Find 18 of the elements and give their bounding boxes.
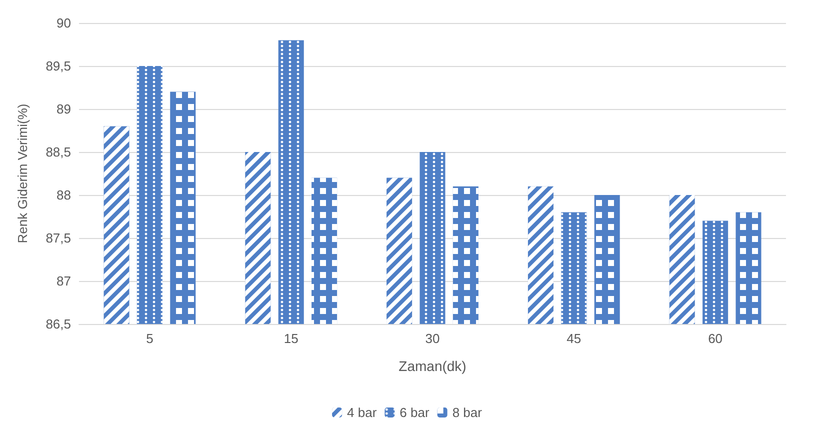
y-tick-label: 90 [56,16,71,30]
y-tick-label: 89 [56,102,71,116]
x-tick-label: 5 [146,331,154,346]
x-tick-label: 45 [566,331,582,346]
x-tick-label: 60 [708,331,723,346]
y-tick-label: 87 [56,274,71,288]
legend-label: 8 bar [452,405,483,420]
y-tick-label: 88,5 [46,144,71,160]
y-tick-label: 89,5 [46,58,71,74]
x-tick-label: 30 [425,331,440,346]
legend-label: 6 bar [400,405,430,420]
y-tick-label: 87,5 [46,230,71,246]
y-tick-label: 88 [56,188,71,202]
y-tick-label: 86,5 [46,316,71,332]
legend-label: 4 bar [347,405,378,420]
x-tick-label: 15 [284,331,298,346]
y-axis-title: Renk Giderim Verimi(%) [15,104,30,244]
x-axis-title: Zaman(dk) [398,358,466,374]
